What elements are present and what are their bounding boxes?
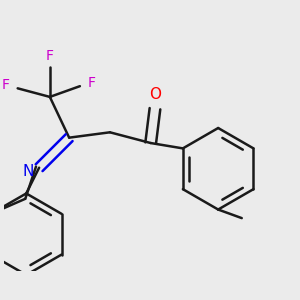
Text: O: O xyxy=(149,87,161,102)
Text: F: F xyxy=(88,76,96,90)
Text: N: N xyxy=(23,164,34,179)
Text: F: F xyxy=(46,49,54,63)
Text: F: F xyxy=(2,78,10,92)
